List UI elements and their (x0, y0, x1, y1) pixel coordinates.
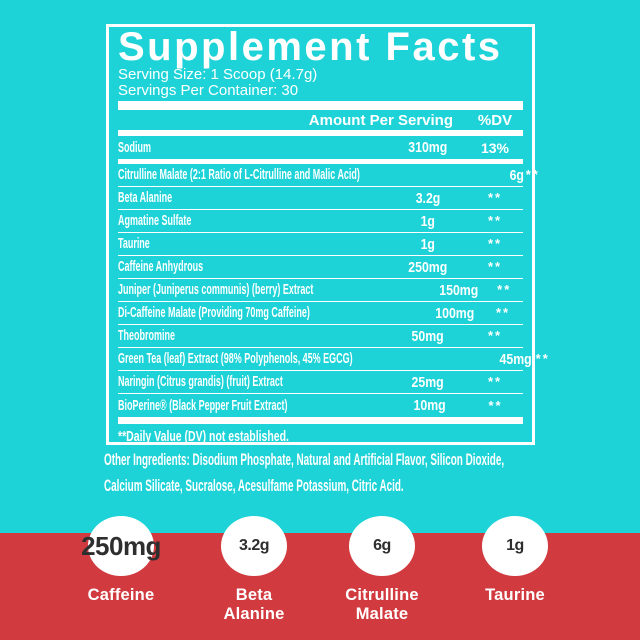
panel-title: Supplement Facts (118, 25, 503, 69)
footnote-text: **Daily Value (DV) not established. (118, 428, 289, 445)
serving-size: Serving Size: 1 Scoop (14.7g) (118, 66, 318, 83)
ingredient-name: Agmatine Sulfate (118, 213, 192, 229)
ingredient-amount: 50mg (411, 327, 445, 345)
table-row: Caffeine Anhydrous 250mg ** (118, 256, 523, 279)
ingredient-name: Naringin (Citrus grandis) (fruit) Extrac… (118, 374, 283, 390)
divider-thick (118, 101, 523, 110)
stat-citrulline-malate: 6g Citrulline Malate (315, 516, 449, 624)
footnote: **Daily Value (DV) not established. (118, 424, 523, 449)
supplement-facts-panel: Supplement Facts Serving Size: 1 Scoop (… (106, 24, 548, 445)
ingredient-name: Juniper (Juniperus communis) (berry) Ext… (118, 282, 314, 298)
table-row: Citrulline Malate (2:1 Ratio of L-Citrul… (118, 164, 538, 187)
servings-per-container: Servings Per Container: 30 (118, 82, 299, 99)
other-ingredients-line2: Calcium Silicate, Sucralose, Acesulfame … (104, 477, 404, 495)
table-row: BioPerine® (Black Pepper Fruit Extract) … (118, 394, 523, 417)
serving-info: Serving Size: 1 Scoop (14.7g) Servings P… (118, 67, 523, 99)
table-row: Taurine 1g ** (118, 233, 523, 256)
ingredient-name: Beta Alanine (118, 190, 173, 206)
stat-value: 3.2g (238, 537, 270, 554)
divider-medium (118, 130, 523, 136)
ingredient-dv: ** (535, 351, 550, 366)
ingredient-dv: ** (487, 259, 503, 274)
ingredient-amount: 10mg (413, 397, 446, 414)
ingredient-dv: ** (487, 374, 503, 389)
ingredient-name: Taurine (118, 236, 150, 252)
ingredient-name: BioPerine® (Black Pepper Fruit Extract) (118, 397, 288, 414)
stat-circle: 1g (482, 516, 548, 576)
ingredient-amount: 150mg (439, 281, 479, 299)
ingredient-amount: 3.2g (415, 189, 441, 207)
stat-circle: 250mg (81, 516, 161, 576)
stat-beta-alanine: 3.2g Beta Alanine (187, 516, 321, 624)
ingredient-dv: 13% (480, 139, 510, 156)
table-row: Theobromine 50mg ** (118, 325, 523, 348)
stat-label: Taurine (485, 586, 545, 604)
ingredient-name: Theobromine (118, 328, 175, 344)
table-row: Green Tea (leaf) Extract (98% Polyphenol… (118, 348, 548, 371)
stat-caffeine: 250mg Caffeine (54, 516, 188, 605)
header-dv: %DV (477, 111, 513, 129)
ingredient-amount: 250mg (408, 258, 448, 276)
divider-thick (118, 417, 523, 424)
table-row-sodium: Sodium 310mg 13% (118, 136, 523, 159)
ingredient-amount: 1g (420, 235, 436, 253)
stat-value: 6g (373, 537, 391, 554)
ingredient-name: Green Tea (leaf) Extract (98% Polyphenol… (118, 351, 353, 367)
table-row: Agmatine Sulfate 1g ** (118, 210, 523, 233)
ingredient-dv: ** (525, 167, 540, 182)
divider-thin (118, 159, 523, 164)
table-row: Di-Caffeine Malate (Providing 70mg Caffe… (118, 302, 523, 325)
stat-label: Citrulline Malate (345, 586, 419, 623)
ingredient-dv: ** (495, 305, 511, 320)
ingredient-amount: 1g (420, 212, 436, 230)
stat-circle: 3.2g (221, 516, 287, 576)
ingredient-amount: 45mg (499, 350, 533, 368)
stat-value: 250mg (81, 530, 161, 561)
stat-label: Caffeine (87, 586, 155, 604)
table-header: Amount Per Serving %DV (118, 110, 523, 130)
ingredient-dv: ** (487, 328, 503, 343)
table-row: Juniper (Juniperus communis) (berry) Ext… (118, 279, 523, 302)
stat-taurine: 1g Taurine (448, 516, 582, 605)
other-ingredients: Other Ingredients: Disodium Phosphate, N… (104, 447, 624, 499)
stat-circle: 6g (349, 516, 415, 576)
stat-value: 1g (506, 537, 524, 554)
ingredient-name: Di-Caffeine Malate (Providing 70mg Caffe… (118, 305, 310, 321)
ingredient-amount: 100mg (435, 304, 475, 322)
header-amount-per-serving: Amount Per Serving (308, 111, 453, 129)
ingredient-dv: ** (487, 236, 503, 251)
ingredient-amount: 25mg (411, 373, 445, 391)
ingredient-amount: 6g (509, 166, 525, 184)
stat-label: Beta Alanine (223, 586, 285, 623)
ingredient-dv: ** (487, 190, 503, 205)
other-ingredients-line1: Other Ingredients: Disodium Phosphate, N… (104, 451, 505, 469)
ingredient-dv: ** (487, 213, 503, 228)
ingredient-name: Caffeine Anhydrous (118, 259, 204, 275)
ingredient-name: Citrulline Malate (2:1 Ratio of L-Citrul… (118, 167, 360, 183)
table-row: Naringin (Citrus grandis) (fruit) Extrac… (118, 371, 523, 394)
ingredient-dv: ** (488, 397, 503, 413)
ingredient-amount: 310mg (408, 139, 448, 156)
ingredient-dv: ** (497, 282, 512, 297)
ingredient-name: Sodium (118, 139, 151, 156)
table-row: Beta Alanine 3.2g ** (118, 187, 523, 210)
